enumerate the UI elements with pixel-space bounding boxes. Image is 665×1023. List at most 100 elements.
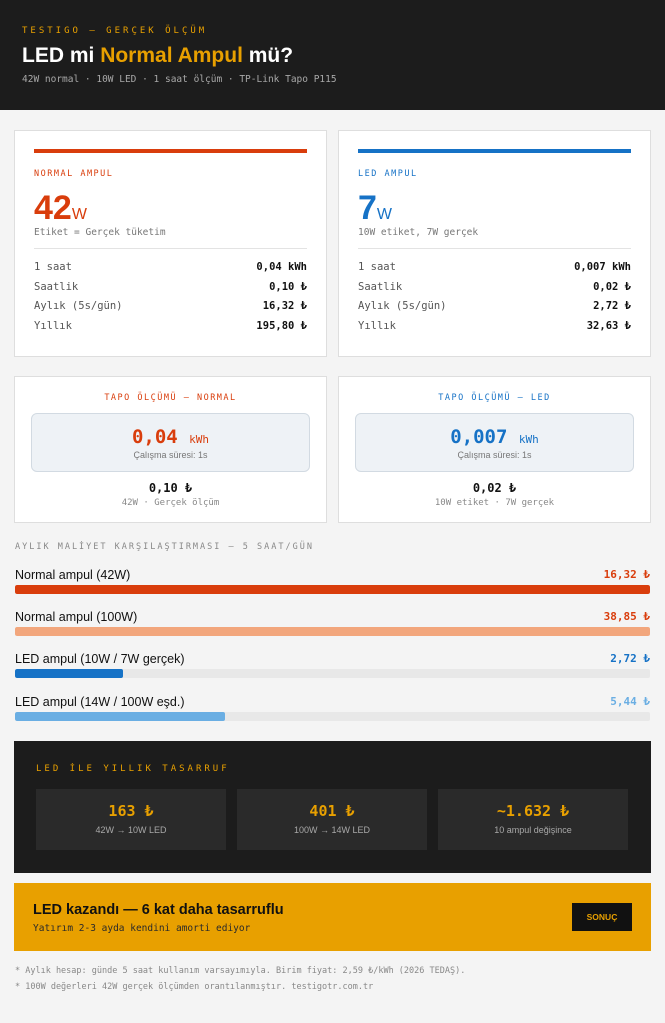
stat-row: 1 saat 0,007 kWh bbox=[358, 261, 631, 281]
stat-value: 16,32 ₺ bbox=[262, 300, 307, 312]
cost-bar-row: LED ampul (14W / 100W eşd.) 5,44 ₺ bbox=[15, 695, 650, 725]
card-label: NORMAL AMPUL bbox=[34, 169, 114, 179]
footnote: * Aylık hesap: günde 5 saat kullanım var… bbox=[15, 966, 466, 976]
stat-key: Saatlik bbox=[34, 280, 79, 293]
led-ampul-card: LED AMPUL 7W 10W etiket, 7W gerçek 1 saa… bbox=[338, 130, 651, 357]
savings-value: ~1.632 ₺ bbox=[496, 802, 570, 820]
savings-subtext: 100W → 14W LED bbox=[293, 825, 371, 835]
bar-value: 38,85 ₺ bbox=[603, 610, 650, 623]
tapo-unit: kWh bbox=[518, 433, 539, 446]
tapo-cost: 0,02 ₺ bbox=[472, 481, 517, 495]
title-part-1: LED mi bbox=[22, 44, 101, 67]
cost-bar-row: LED ampul (10W / 7W gerçek) 2,72 ₺ bbox=[15, 652, 650, 682]
bar-value: 16,32 ₺ bbox=[603, 568, 650, 581]
stat-row: Yıllık 195,80 ₺ bbox=[34, 320, 307, 340]
cost-bar-row: Normal ampul (100W) 38,85 ₺ bbox=[15, 610, 650, 640]
card-stats: 1 saat 0,007 kWh Saatlik 0,02 ₺ Aylık (5s/… bbox=[358, 261, 631, 339]
stat-key: Saatlik bbox=[358, 280, 403, 293]
tapo-reading-box: 0,007 kWh Çalışma süresi: 1s bbox=[355, 413, 634, 472]
savings-title: LED İLE YILLIK TASARRUF bbox=[36, 764, 230, 774]
bar-value: 5,44 ₺ bbox=[610, 695, 650, 708]
result-subtitle: Yatırım 2-3 ayda kendini amorti ediyor bbox=[33, 923, 251, 934]
stat-key: Yıllık bbox=[358, 319, 396, 332]
card-divider bbox=[34, 248, 307, 249]
bar-fill bbox=[15, 669, 123, 678]
tapo-reading-box: 0,04 kWh Çalışma süresi: 1s bbox=[31, 413, 310, 472]
tapo-value: 0,007 bbox=[450, 426, 508, 448]
stat-value: 0,04 kWh bbox=[256, 261, 307, 273]
tapo-cost: 0,10 ₺ bbox=[148, 481, 193, 495]
tapo-label: TAPO ÖLÇÜMÜ — LED bbox=[438, 393, 551, 403]
footnote: * 100W değerleri 42W gerçek ölçümden ora… bbox=[15, 982, 374, 992]
bar-track bbox=[15, 627, 650, 636]
bar-label: Normal ampul (100W) bbox=[15, 610, 138, 624]
tapo-led-card: TAPO ÖLÇÜMÜ — LED 0,007 kWh Çalışma süre… bbox=[338, 376, 651, 523]
stat-value: 2,72 ₺ bbox=[593, 300, 631, 312]
stat-row: Saatlik 0,10 ₺ bbox=[34, 281, 307, 301]
header-kicker: TESTIGO — GERÇEK ÖLÇÜM bbox=[22, 26, 208, 36]
stat-key: Aylık (5s/gün) bbox=[358, 300, 447, 312]
normal-ampul-card: NORMAL AMPUL 42W Etiket = Gerçek tüketim… bbox=[14, 130, 327, 357]
title-highlight: Normal Ampul bbox=[100, 44, 243, 67]
comparison-title: AYLIK MALİYET KARŞILAŞTIRMASI — 5 SAAT/G… bbox=[15, 542, 314, 552]
bar-fill bbox=[15, 585, 650, 594]
bar-track bbox=[15, 712, 650, 721]
card-note: 10W etiket, 7W gerçek bbox=[358, 227, 479, 238]
bar-label: Normal ampul (42W) bbox=[15, 568, 131, 582]
stat-value: 0,007 kWh bbox=[574, 261, 631, 273]
tapo-reading: 0,007 kWh bbox=[356, 426, 633, 448]
tapo-subtext: 10W etiket · 7W gerçek bbox=[434, 498, 555, 508]
yearly-savings-panel: LED İLE YILLIK TASARRUF 163 ₺ 42W → 10W … bbox=[14, 741, 651, 873]
bar-value: 2,72 ₺ bbox=[610, 652, 650, 665]
savings-subtext: 10 ampul değişince bbox=[494, 825, 572, 835]
stat-value: 0,10 ₺ bbox=[269, 280, 307, 293]
stat-value: 32,63 ₺ bbox=[586, 319, 631, 332]
savings-item: ~1.632 ₺ 10 ampul değişince bbox=[438, 789, 628, 850]
result-banner: LED kazandı — 6 kat daha tasarruflu Yatı… bbox=[14, 883, 651, 951]
stat-row: Saatlik 0,02 ₺ bbox=[358, 281, 631, 301]
wattage-unit: W bbox=[376, 206, 393, 223]
wattage-value: 7 bbox=[358, 189, 377, 227]
card-note: Etiket = Gerçek tüketim bbox=[34, 227, 166, 238]
stat-value: 0,02 ₺ bbox=[593, 280, 631, 293]
tapo-duration: Çalışma süresi: 1s bbox=[457, 450, 532, 460]
card-wattage: 42W bbox=[34, 189, 87, 228]
savings-item: 401 ₺ 100W → 14W LED bbox=[237, 789, 427, 850]
sonuc-button[interactable]: SONUÇ bbox=[572, 903, 632, 931]
tapo-duration: Çalışma süresi: 1s bbox=[133, 450, 208, 460]
result-title: LED kazandı — 6 kat daha tasarruflu bbox=[33, 902, 284, 918]
stat-key: Yıllık bbox=[34, 319, 72, 332]
card-wattage: 7W bbox=[358, 189, 392, 228]
bar-label: LED ampul (14W / 100W eşd.) bbox=[15, 695, 185, 709]
savings-subtext: 42W → 10W LED bbox=[95, 825, 167, 835]
stat-key: Aylık (5s/gün) bbox=[34, 300, 123, 312]
savings-value: 163 ₺ bbox=[108, 802, 154, 820]
stat-row: Aylık (5s/gün) 16,32 ₺ bbox=[34, 300, 307, 320]
bar-fill bbox=[15, 712, 225, 721]
page-header: TESTIGO — GERÇEK ÖLÇÜM LED mi Normal Amp… bbox=[0, 0, 665, 110]
bar-label: LED ampul (10W / 7W gerçek) bbox=[15, 652, 185, 666]
page-title: LED mi Normal Ampul mü? bbox=[22, 44, 293, 68]
card-divider bbox=[358, 248, 631, 249]
cost-bar-row: Normal ampul (42W) 16,32 ₺ bbox=[15, 568, 650, 598]
tapo-subtext: 42W · Gerçek ölçüm bbox=[121, 498, 220, 508]
savings-value: 401 ₺ bbox=[309, 802, 355, 820]
tapo-value: 0,04 bbox=[131, 426, 178, 448]
title-part-2: mü? bbox=[242, 44, 294, 67]
tapo-unit: kWh bbox=[189, 433, 210, 446]
card-accent-bar bbox=[34, 149, 307, 153]
bar-track bbox=[15, 669, 650, 678]
stat-value: 195,80 ₺ bbox=[256, 319, 307, 332]
savings-item: 163 ₺ 42W → 10W LED bbox=[36, 789, 226, 850]
card-stats: 1 saat 0,04 kWh Saatlik 0,10 ₺ Aylık (5s/g… bbox=[34, 261, 307, 339]
tapo-reading: 0,04 kWh bbox=[32, 426, 309, 448]
stat-row: 1 saat 0,04 kWh bbox=[34, 261, 307, 281]
bar-fill bbox=[15, 627, 650, 636]
card-accent-bar bbox=[358, 149, 631, 153]
stat-row: Yıllık 32,63 ₺ bbox=[358, 320, 631, 340]
bar-track bbox=[15, 585, 650, 594]
stat-key: 1 saat bbox=[34, 261, 72, 273]
card-label: LED AMPUL bbox=[358, 169, 418, 179]
wattage-value: 42 bbox=[34, 189, 72, 227]
wattage-unit: W bbox=[71, 206, 87, 223]
